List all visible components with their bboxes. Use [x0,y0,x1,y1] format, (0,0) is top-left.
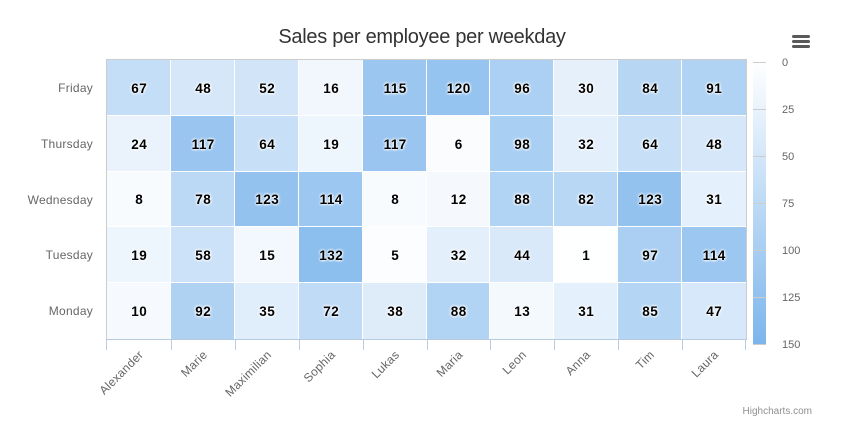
svg-text:Laura: Laura [689,348,722,381]
svg-text:Leon: Leon [500,348,529,377]
svg-text:Lukas: Lukas [369,348,402,381]
svg-text:Tim: Tim [633,348,657,372]
svg-text:Sophia: Sophia [301,348,338,385]
svg-text:Alexander: Alexander [96,348,146,398]
svg-text:Maria: Maria [434,348,466,380]
svg-text:Anna: Anna [563,348,593,378]
svg-text:Marie: Marie [178,348,210,380]
svg-text:Maximilian: Maximilian [222,348,274,400]
